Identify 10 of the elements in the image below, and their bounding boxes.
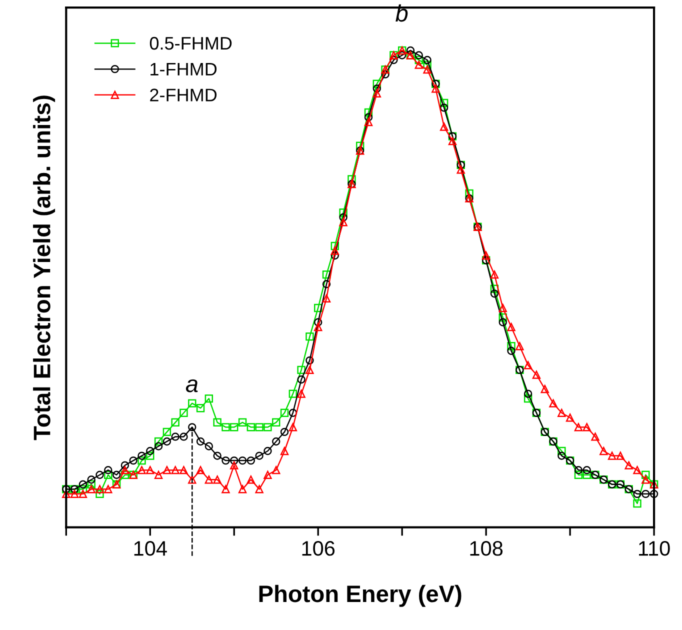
x-axis-title: Photon Enery (eV) [259,584,462,607]
legend-label: 0.5-FHMD [150,36,232,50]
annotation: a [186,379,198,392]
x-tick-label: 108 [470,541,503,556]
legend-label: 1-FHMD [150,62,217,76]
x-tick-label: 104 [134,541,167,556]
x-tick-label: 110 [639,541,670,556]
x-tick-label: 106 [302,541,335,556]
y-axis-title: Total Electron Yield (arb. units) [33,96,56,440]
legend-label: 2-FHMD [150,88,217,102]
